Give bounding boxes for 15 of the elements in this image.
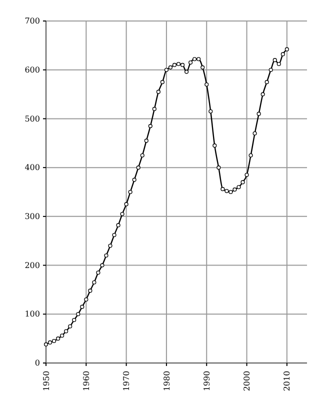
x-tick-label: 1990	[202, 370, 212, 392]
y-tick-label: 700	[24, 16, 40, 26]
x-tick-label: 1950	[42, 370, 51, 392]
y-tick-label: 400	[24, 163, 40, 172]
x-tick-label: 2000	[242, 370, 252, 392]
x-tick-label: 1980	[162, 370, 172, 392]
x-tick-label: 2010	[282, 370, 292, 392]
y-tick-label: 0	[34, 358, 40, 368]
y-tick-label: 200	[24, 260, 40, 270]
y-tick-label: 500	[24, 114, 40, 124]
y-tick-label: 100	[24, 310, 40, 319]
y-tick-label: 300	[24, 212, 40, 221]
x-tick-label: 1960	[82, 370, 91, 392]
y-tick-label: 600	[24, 65, 40, 74]
x-tick-label: 1970	[122, 370, 132, 392]
